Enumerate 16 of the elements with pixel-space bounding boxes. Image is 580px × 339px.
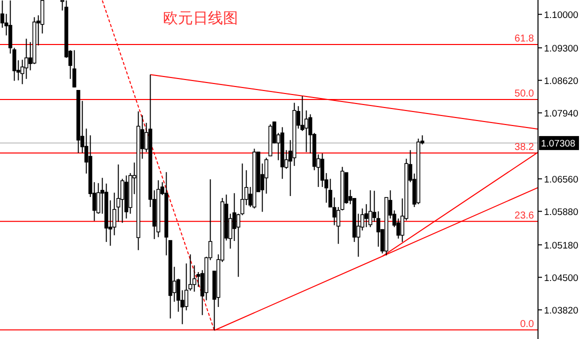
annotation: 0.0 (520, 318, 534, 330)
y-tick-label: 1.07940 (544, 108, 578, 120)
y-tick-label: 1.03820 (544, 305, 578, 316)
text: 欧元日线图 (163, 10, 238, 27)
ref-line-label: 1.07308 (541, 138, 576, 150)
y-tick-label: 1.04500 (544, 272, 578, 284)
y-tick-label: 1.05180 (544, 240, 578, 252)
annotation: 61.8 (514, 33, 534, 44)
y-tick-label: 1.06560 (544, 174, 578, 186)
annotation: 38.2 (514, 142, 534, 154)
y-tick-label: 1.08620 (544, 76, 578, 87)
y-tick-label: 1.10000 (544, 10, 578, 21)
annotation: 50.0 (514, 88, 534, 100)
annotation: 23.6 (514, 210, 534, 222)
y-tick-label: 1.05880 (544, 206, 578, 218)
y-tick-label: 1.09300 (544, 43, 578, 54)
